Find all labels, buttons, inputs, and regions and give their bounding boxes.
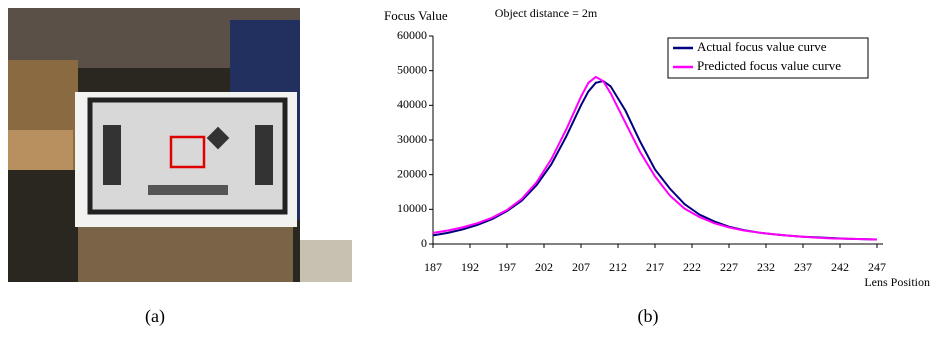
x-axis-label: Lens Position	[864, 275, 930, 289]
x-tick-label: 247	[868, 260, 886, 274]
x-tick-label: 212	[609, 260, 627, 274]
caption: (a)	[145, 306, 165, 327]
x-tick-label: 202	[535, 260, 553, 274]
x-tick-label: 222	[683, 260, 701, 274]
y-tick-label: 30000	[397, 132, 427, 146]
figure: (a) (b) Object distance = 2m Focus Value…	[0, 0, 930, 332]
y-axis-label: Focus Value	[384, 8, 448, 23]
x-tick-label: 237	[794, 260, 812, 274]
x-tick-label: 217	[646, 260, 664, 274]
y-tick-label: 40000	[397, 97, 427, 111]
x-tick-label: 207	[572, 260, 590, 274]
legend-label: Predicted focus value curve	[697, 58, 841, 73]
x-tick-label: 187	[424, 260, 442, 274]
x-tick-label: 242	[831, 260, 849, 274]
y-tick-label: 0	[421, 236, 427, 250]
photo	[8, 8, 352, 282]
y-tick-label: 10000	[397, 201, 427, 215]
x-tick-label: 232	[757, 260, 775, 274]
x-tick-label: 197	[498, 260, 516, 274]
x-tick-label: 227	[720, 260, 738, 274]
caption: (b)	[638, 306, 659, 327]
y-tick-label: 60000	[397, 28, 427, 42]
y-tick-label: 20000	[397, 166, 427, 180]
x-tick-label: 192	[461, 260, 479, 274]
data-line	[433, 81, 877, 239]
y-tick-label: 50000	[397, 62, 427, 76]
legend-label: Actual focus value curve	[697, 39, 827, 54]
chart-title: Object distance = 2m	[495, 6, 598, 20]
